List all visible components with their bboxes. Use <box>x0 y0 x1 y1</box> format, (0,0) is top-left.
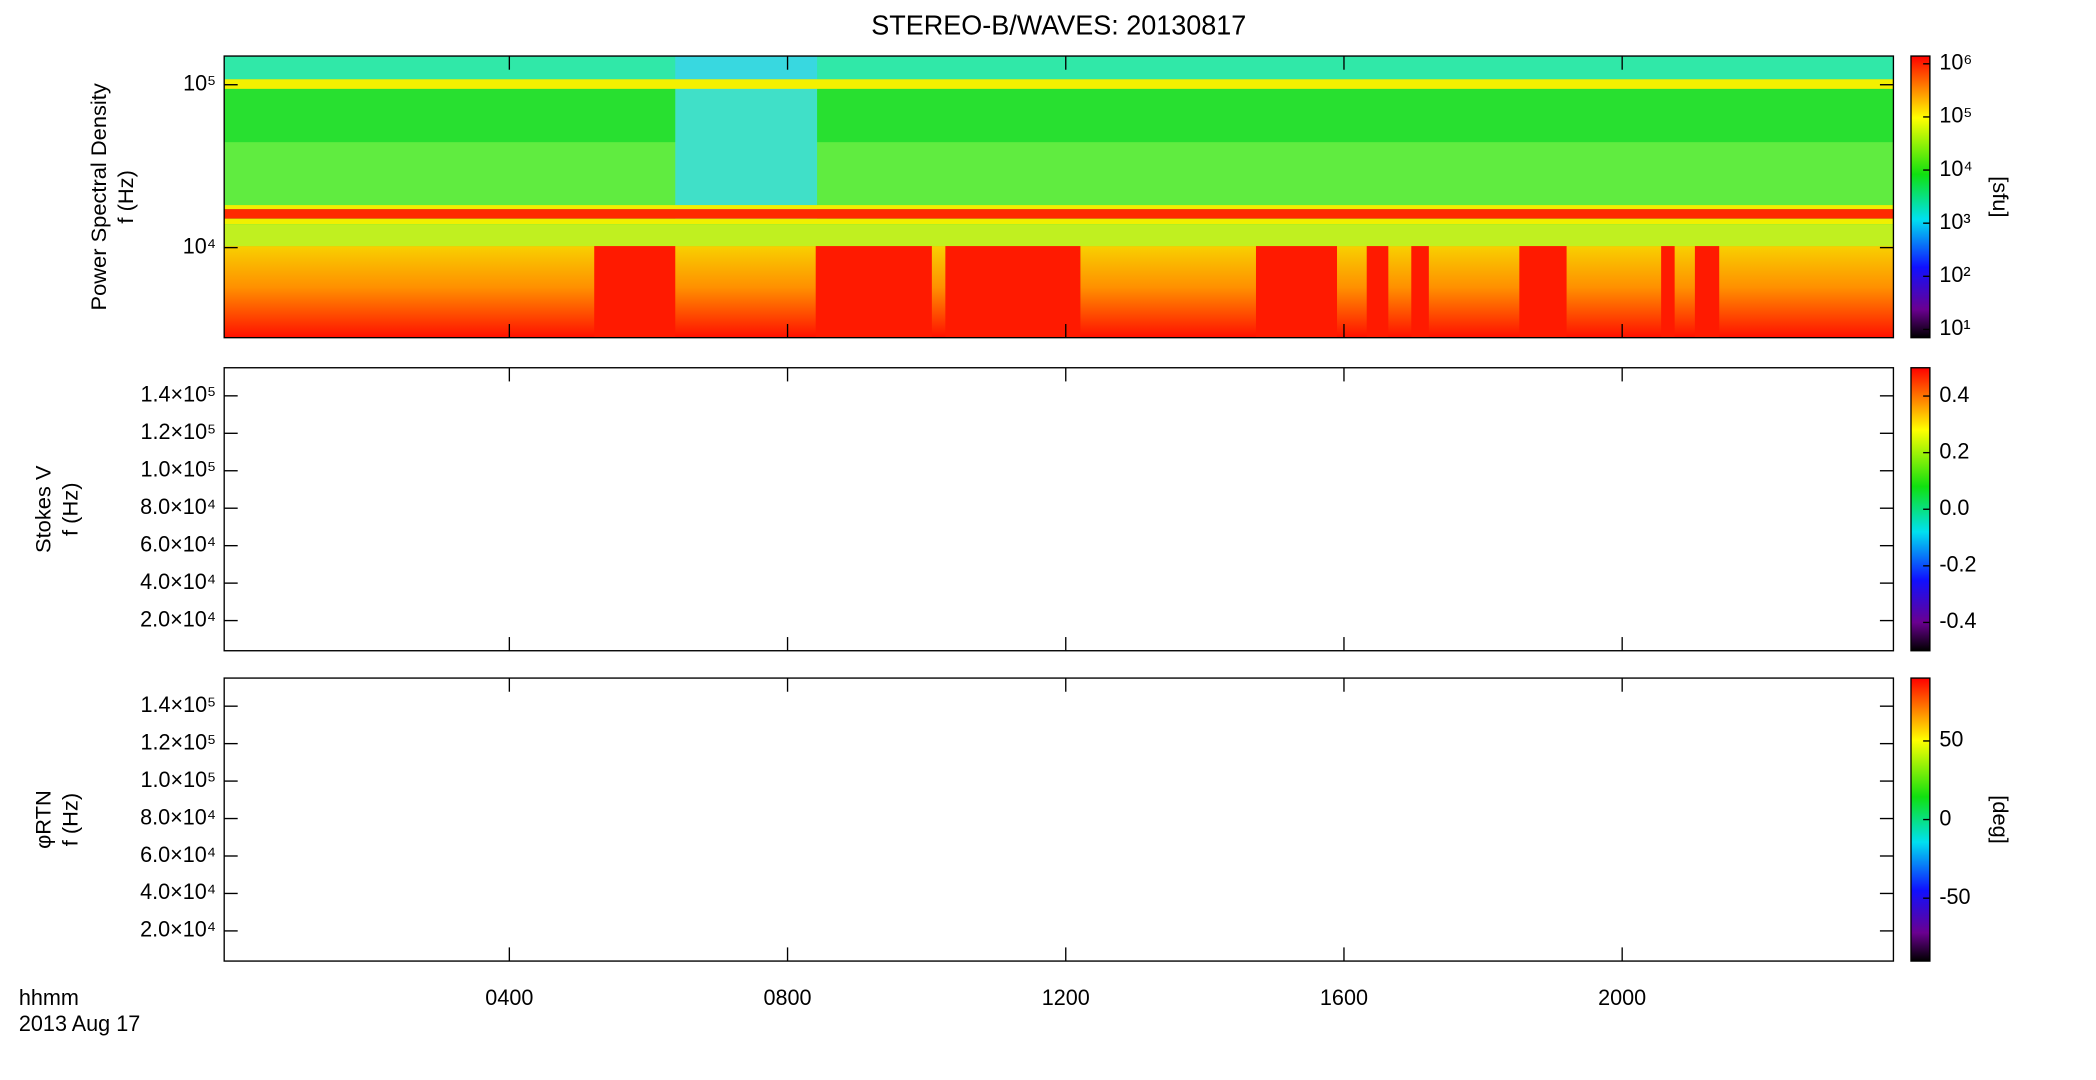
y-axis-label-line: f (Hz) <box>57 793 82 846</box>
y-tick-label: 1.4×10⁵ <box>140 382 216 407</box>
colorbar <box>1910 55 1931 339</box>
chart-title: STEREO-B/WAVES: 20130817 <box>871 9 1246 40</box>
colorbar-tick-label: 0.4 <box>1939 382 1969 407</box>
y-tick-label: 10⁵ <box>183 70 216 95</box>
colorbar-tick-label: 10⁴ <box>1939 156 1972 181</box>
colorbar-tick-label: 0 <box>1939 805 1951 830</box>
colorbar-tick-label: 0.0 <box>1939 495 1969 520</box>
colorbar-tick-label: -0.4 <box>1939 608 1976 633</box>
y-tick-label: 4.0×10⁴ <box>140 569 216 594</box>
x-tick-label: 0400 <box>485 985 533 1010</box>
plot-frame <box>223 677 1895 962</box>
y-tick-label: 2.0×10⁴ <box>140 917 216 942</box>
x-tick-label: 2000 <box>1598 985 1646 1010</box>
colorbar-label: [sfu] <box>1988 176 2013 217</box>
y-tick-label: 1.0×10⁵ <box>140 456 216 481</box>
colorbar-tick-label: 10¹ <box>1939 315 1970 340</box>
x-tick-label: 1600 <box>1320 985 1368 1010</box>
x-tick-label: 0800 <box>764 985 812 1010</box>
y-axis-label-line: φRTN <box>30 790 55 849</box>
y-tick-label: 6.0×10⁴ <box>140 842 216 867</box>
y-tick-label: 10⁴ <box>183 233 216 258</box>
y-tick-label: 1.4×10⁵ <box>140 692 216 717</box>
y-tick-label: 1.2×10⁵ <box>140 419 216 444</box>
colorbar-tick-label: -0.2 <box>1939 552 1976 577</box>
y-axis-label-line: f (Hz) <box>113 170 138 223</box>
colorbar-label: [deg] <box>1988 795 2013 844</box>
colorbar-tick-label: -50 <box>1939 884 1970 909</box>
y-tick-label: 1.2×10⁵ <box>140 729 216 754</box>
colorbar-tick-label: 0.2 <box>1939 438 1969 463</box>
plot-frame <box>223 367 1895 652</box>
colorbar-tick-label: 10² <box>1939 262 1970 287</box>
y-axis-label: Power Spectral Density f (Hz) <box>86 83 138 310</box>
y-tick-label: 1.0×10⁵ <box>140 767 216 792</box>
date-label: 2013 Aug 17 <box>19 1011 140 1036</box>
spectrogram <box>224 56 1894 338</box>
colorbar-tick-label: 10³ <box>1939 209 1970 234</box>
colorbar-tick-label: 50 <box>1939 727 1963 752</box>
y-tick-label: 6.0×10⁴ <box>140 531 216 556</box>
y-tick-label: 2.0×10⁴ <box>140 606 216 631</box>
y-tick-label: 8.0×10⁴ <box>140 494 216 519</box>
y-tick-label: 8.0×10⁴ <box>140 804 216 829</box>
colorbar-tick-label: 10⁶ <box>1939 49 1972 74</box>
x-tick-label: 1200 <box>1042 985 1090 1010</box>
plot-frame <box>223 55 1895 339</box>
y-axis-label-line: Stokes V <box>30 465 55 553</box>
y-axis-label: φRTN f (Hz) <box>30 790 82 849</box>
y-tick-label: 4.0×10⁴ <box>140 879 216 904</box>
x-axis-label: hhmm <box>19 985 79 1010</box>
colorbar-tick-label: 10⁵ <box>1939 103 1972 128</box>
y-axis-label-line: f (Hz) <box>57 483 82 536</box>
y-axis-label-line: Power Spectral Density <box>86 83 111 310</box>
